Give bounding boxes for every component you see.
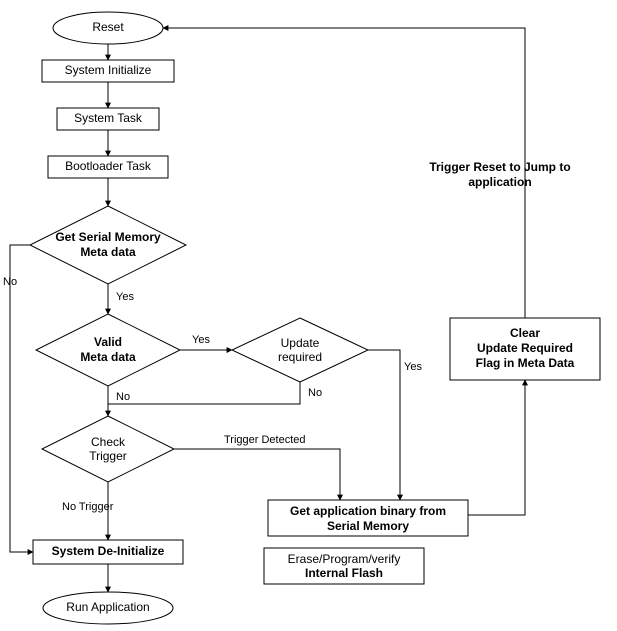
- edge-getmeta-no: [10, 245, 33, 552]
- lbl-validmeta-yes: Yes: [192, 334, 210, 346]
- trigger-reset-text2: application: [468, 175, 531, 189]
- lbl-updatereq-no: No: [308, 387, 322, 399]
- reset-text: Reset: [92, 20, 124, 34]
- lbl-updatereq-yes: Yes: [404, 361, 422, 373]
- flash-text2: Internal Flash: [305, 566, 383, 580]
- lbl-getmeta-yes: Yes: [116, 291, 134, 303]
- clear-flag-text3: Flag in Meta Data: [476, 356, 575, 370]
- check-trigger-text2: Trigger: [89, 449, 127, 463]
- edge-updatereq-no: [108, 382, 300, 404]
- trigger-reset-text1: Trigger Reset to Jump to: [429, 160, 570, 174]
- lbl-validmeta-no: No: [116, 391, 130, 403]
- lbl-getmeta-no: No: [3, 276, 17, 288]
- sys-task-text: System Task: [74, 111, 143, 125]
- update-req-text1: Update: [281, 336, 320, 350]
- lbl-trigger-detected: Trigger Detected: [224, 434, 306, 446]
- boot-task-text: Bootloader Task: [65, 159, 152, 173]
- sys-deinit-text: System De-Initialize: [52, 544, 165, 558]
- clear-flag-text1: Clear: [510, 326, 540, 340]
- valid-meta-text2: Meta data: [80, 350, 136, 364]
- flash-text1: Erase/Program/verify: [288, 552, 401, 566]
- edge-getbin-clear: [468, 380, 525, 515]
- check-trigger-text1: Check: [91, 435, 126, 449]
- get-meta-text1: Get Serial Memory: [55, 230, 161, 244]
- run-app-text: Run Application: [66, 600, 149, 614]
- sys-init-text: System Initialize: [65, 63, 152, 77]
- get-bin-text2: Serial Memory: [327, 519, 409, 533]
- update-req-text2: required: [278, 350, 322, 364]
- valid-meta-text1: Valid: [94, 335, 122, 349]
- clear-flag-text2: Update Required: [477, 341, 573, 355]
- get-bin-text1: Get application binary from: [290, 504, 446, 518]
- edge-updatereq-yes: [368, 350, 400, 500]
- edge-checktrigger-detected: [174, 449, 340, 500]
- get-meta-text2: Meta data: [80, 245, 136, 259]
- lbl-no-trigger: No Trigger: [62, 501, 114, 513]
